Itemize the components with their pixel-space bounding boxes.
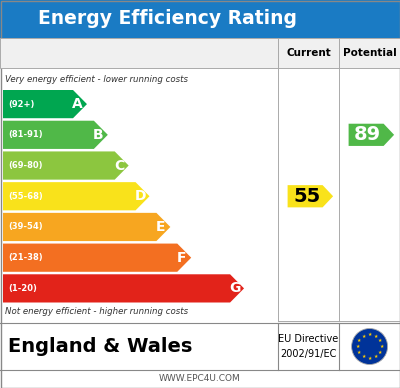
Text: ★: ★ [374, 355, 378, 359]
Text: ★: ★ [355, 344, 360, 349]
Text: ★: ★ [357, 350, 361, 355]
Polygon shape [288, 185, 333, 207]
Text: Current: Current [286, 48, 331, 58]
Text: (55-68): (55-68) [8, 192, 43, 201]
Text: ★: ★ [357, 338, 361, 343]
Text: ★: ★ [368, 332, 372, 337]
Circle shape [352, 329, 388, 364]
Text: Potential: Potential [343, 48, 396, 58]
Text: EU Directive
2002/91/EC: EU Directive 2002/91/EC [278, 334, 339, 359]
Polygon shape [3, 244, 191, 272]
Text: England & Wales: England & Wales [8, 337, 192, 356]
Text: ★: ★ [374, 334, 378, 339]
Text: B: B [93, 128, 104, 142]
Text: ★: ★ [368, 356, 372, 361]
Text: (69-80): (69-80) [8, 161, 42, 170]
Text: WWW.EPC4U.COM: WWW.EPC4U.COM [159, 374, 241, 383]
Polygon shape [3, 90, 87, 118]
Polygon shape [3, 151, 129, 180]
Text: (1-20): (1-20) [8, 284, 37, 293]
Polygon shape [3, 121, 108, 149]
Text: (39-54): (39-54) [8, 222, 43, 232]
Text: 89: 89 [354, 125, 381, 144]
Text: ★: ★ [378, 350, 382, 355]
Text: (92+): (92+) [8, 100, 34, 109]
Text: (81-91): (81-91) [8, 130, 43, 139]
Bar [278, 38, 339, 68]
Polygon shape [3, 182, 150, 210]
Text: A: A [72, 97, 83, 111]
Bar [0, 0, 400, 38]
Bar [339, 38, 400, 68]
Text: ★: ★ [361, 334, 366, 339]
Text: E: E [156, 220, 166, 234]
Polygon shape [349, 124, 394, 146]
Text: G: G [229, 281, 240, 295]
Text: F: F [177, 251, 186, 265]
Text: Very energy efficient - lower running costs: Very energy efficient - lower running co… [5, 76, 188, 85]
Text: ★: ★ [378, 338, 382, 343]
Text: Energy Efficiency Rating: Energy Efficiency Rating [38, 9, 298, 28]
Text: 55: 55 [293, 187, 320, 206]
Text: (21-38): (21-38) [8, 253, 43, 262]
Polygon shape [3, 213, 170, 241]
Text: ★: ★ [380, 344, 384, 349]
Text: ★: ★ [361, 355, 366, 359]
Bar [0, 38, 278, 68]
Text: Not energy efficient - higher running costs: Not energy efficient - higher running co… [5, 307, 188, 316]
Text: D: D [134, 189, 146, 203]
Polygon shape [3, 274, 244, 303]
Text: C: C [114, 159, 124, 173]
